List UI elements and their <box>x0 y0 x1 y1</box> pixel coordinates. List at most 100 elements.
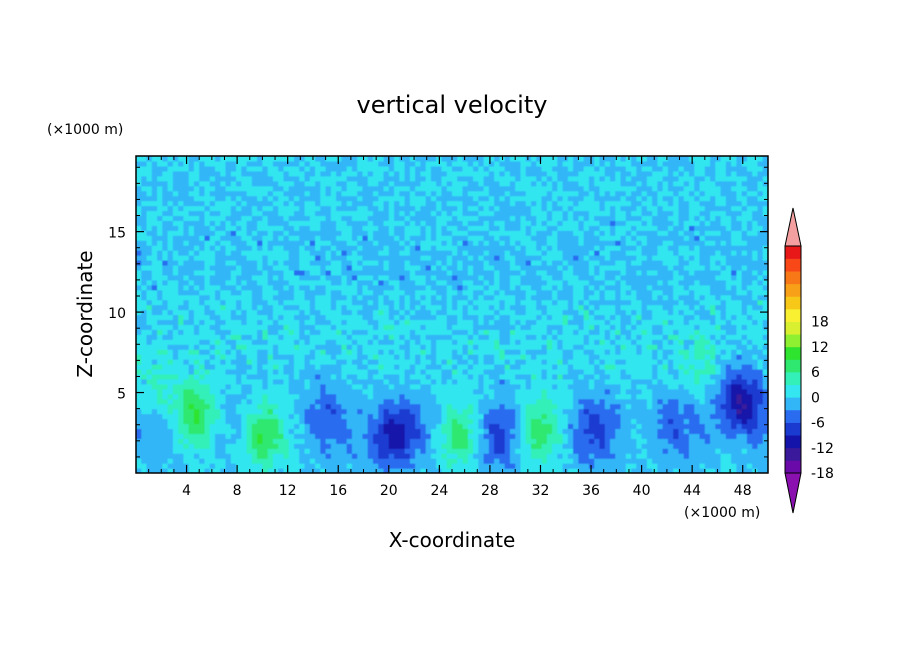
heatmap-cell <box>199 378 206 385</box>
heatmap-cell <box>151 255 158 261</box>
heatmap-cell <box>157 294 163 301</box>
heatmap-cell <box>272 378 279 385</box>
heatmap-cell <box>404 195 411 202</box>
heatmap-cell <box>404 329 411 335</box>
heatmap-cell <box>146 250 153 256</box>
heatmap-cell <box>404 190 411 197</box>
heatmap-cell <box>199 468 206 473</box>
heatmap-cell <box>409 220 416 226</box>
heatmap-cell <box>430 393 437 400</box>
heatmap-cell <box>157 383 163 390</box>
heatmap-cell <box>515 468 522 473</box>
heatmap-cell <box>351 364 358 370</box>
heatmap-cell <box>283 245 290 251</box>
heatmap-cell <box>162 423 169 430</box>
heatmap-cell <box>262 388 269 395</box>
heatmap-cell <box>141 359 148 365</box>
heatmap-cell <box>383 329 390 335</box>
heatmap-cell <box>462 408 469 415</box>
heatmap-cell <box>420 165 427 172</box>
heatmap-cell <box>509 304 516 311</box>
heatmap-cell <box>294 250 300 256</box>
heatmap-cell <box>509 344 516 350</box>
heatmap-cell <box>315 329 321 335</box>
heatmap-cell <box>157 403 163 410</box>
heatmap-cell <box>151 240 158 246</box>
heatmap-cell <box>241 289 248 296</box>
heatmap-cell <box>430 334 437 340</box>
heatmap-cell <box>257 334 263 340</box>
heatmap-cell <box>251 373 258 380</box>
heatmap-cell <box>294 413 300 420</box>
heatmap-cell <box>172 230 179 236</box>
heatmap-cell <box>520 175 527 182</box>
heatmap-cell <box>267 299 274 306</box>
heatmap-cell <box>351 423 358 430</box>
heatmap-cell <box>241 279 248 286</box>
heatmap-cell <box>241 180 248 187</box>
heatmap-cell <box>367 398 374 405</box>
heatmap-cell <box>520 230 527 236</box>
heatmap-cell <box>299 398 306 405</box>
heatmap-cell <box>172 408 179 415</box>
heatmap-cell <box>251 279 258 286</box>
heatmap-cell <box>336 205 342 212</box>
heatmap-cell <box>457 393 464 400</box>
heatmap-cell <box>294 284 300 291</box>
heatmap-cell <box>541 388 548 395</box>
heatmap-cell <box>157 463 163 469</box>
heatmap-cell <box>341 448 348 454</box>
heatmap-cell <box>278 264 285 271</box>
heatmap-cell <box>409 205 416 212</box>
heatmap-cell <box>520 359 527 365</box>
heatmap-cell <box>267 423 274 430</box>
heatmap-cell <box>209 443 216 449</box>
heatmap-cell <box>520 334 527 340</box>
heatmap-cell <box>309 245 316 251</box>
heatmap-cell <box>462 269 469 276</box>
heatmap-cell <box>320 443 327 449</box>
heatmap-cell <box>399 264 406 271</box>
heatmap-cell <box>141 156 148 162</box>
heatmap-cell <box>267 250 274 256</box>
heatmap-cell <box>257 299 263 306</box>
heatmap-cell <box>146 289 153 296</box>
heatmap-cell <box>425 378 432 385</box>
heatmap-cell <box>441 180 448 187</box>
heatmap-cell <box>283 443 290 449</box>
heatmap-cell <box>383 443 390 449</box>
heatmap-cell <box>304 284 311 291</box>
heatmap-cell <box>241 175 248 182</box>
heatmap-cell <box>515 279 522 286</box>
heatmap-cell <box>362 468 369 473</box>
heatmap-cell <box>504 284 511 291</box>
heatmap-cell <box>267 339 274 345</box>
heatmap-cell <box>236 413 242 420</box>
heatmap-cell <box>378 364 385 370</box>
heatmap-cell <box>241 398 248 405</box>
heatmap-cell <box>388 264 395 271</box>
heatmap-cell <box>262 250 269 256</box>
heatmap-cell <box>441 329 448 335</box>
heatmap-cell <box>452 255 458 261</box>
heatmap-cell <box>504 383 511 390</box>
heatmap-cell <box>167 269 174 276</box>
heatmap-cell <box>473 368 479 375</box>
heatmap-cell <box>157 368 163 375</box>
heatmap-cell <box>520 468 527 473</box>
heatmap-cell <box>325 250 332 256</box>
heatmap-cell <box>230 373 237 380</box>
heatmap-cell <box>141 255 148 261</box>
heatmap-cell <box>362 453 369 459</box>
heatmap-cell <box>452 284 458 291</box>
heatmap-cell <box>452 180 458 187</box>
heatmap-cell <box>525 269 532 276</box>
heatmap-cell <box>394 354 400 360</box>
heatmap-cell <box>499 408 506 415</box>
heatmap-cell <box>325 388 332 395</box>
heatmap-cell <box>267 175 274 182</box>
heatmap-cell <box>378 433 385 439</box>
heatmap-cell <box>531 210 537 217</box>
heatmap-cell <box>373 294 379 301</box>
heatmap-cell <box>362 215 369 221</box>
